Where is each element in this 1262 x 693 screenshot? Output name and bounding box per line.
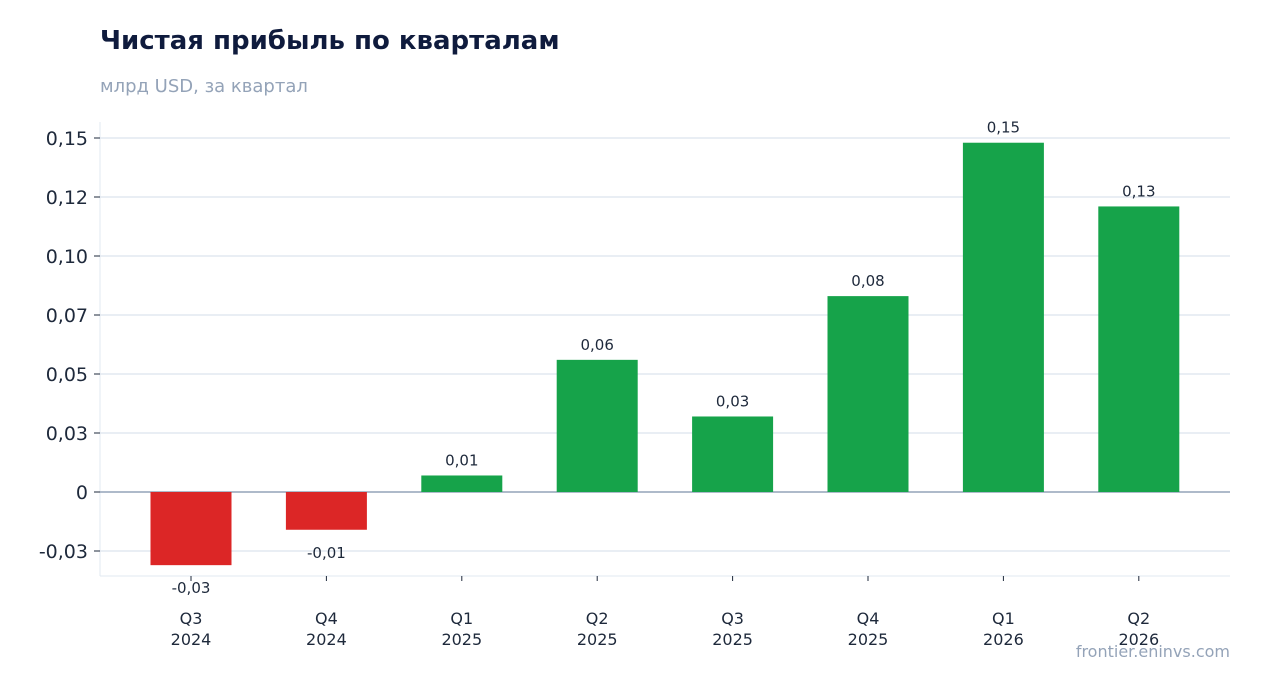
bar [1098,206,1180,492]
bar [827,296,909,492]
x-tick-label: 2024 [306,630,347,649]
bar [285,492,367,530]
y-tick-label: 0,12 [46,187,88,209]
x-tick-label: Q2 [1127,609,1150,628]
bar [421,475,503,492]
x-tick-label: 2025 [848,630,889,649]
x-tick-label: 2026 [983,630,1024,649]
y-tick-label: 0,10 [46,246,88,268]
bars [150,142,1180,566]
bar [150,492,232,566]
data-label: 0,01 [445,451,478,469]
y-tick-label: -0,03 [39,541,88,563]
data-label: -0,03 [172,579,211,597]
y-tick-label: 0,05 [46,364,88,386]
y-axis-ticks: -0,03 0 0,03 0,05 0,07 0,10 0,12 0,15 [39,128,100,563]
x-axis-ticks: Q3 2024 Q4 2024 Q1 2025 Q2 2025 Q3 2025 Q4 2025 Q1 20… [171,576,1159,649]
x-tick-label: Q2 [586,609,609,628]
data-label: 0,13 [1122,182,1155,200]
data-labels: -0,03 -0,01 0,01 0,06 0,03 0,08 0,15 0,13 [172,119,1156,597]
y-tick-label: 0 [76,482,88,504]
data-label: 0,08 [851,272,884,290]
x-tick-label: Q3 [180,609,203,628]
x-tick-label: 2026 [1118,630,1159,649]
x-tick-label: 2025 [577,630,618,649]
x-tick-label: Q3 [721,609,744,628]
y-tick-label: 0,03 [46,423,88,445]
x-tick-label: Q1 [450,609,473,628]
chart-subtitle: млрд USD, за квартал [100,76,308,97]
x-tick-label: Q1 [992,609,1015,628]
grid-lines [99,122,1230,577]
x-tick-label: 2025 [712,630,753,649]
chart-title: Чистая прибыль по кварталам [100,26,560,56]
data-label: 0,03 [716,392,749,410]
x-tick-label: Q4 [315,609,338,628]
x-tick-label: 2024 [171,630,212,649]
bar [962,142,1044,492]
data-label: 0,15 [987,119,1020,137]
y-tick-label: 0,07 [46,305,88,327]
x-tick-label: 2025 [441,630,482,649]
bar [556,359,638,492]
source-credit: frontier.eninvs.com [1075,642,1230,661]
bar [692,416,774,492]
y-tick-label: 0,15 [46,128,88,150]
data-label: 0,06 [580,336,613,354]
x-tick-label: Q4 [857,609,880,628]
data-label: -0,01 [307,544,346,562]
